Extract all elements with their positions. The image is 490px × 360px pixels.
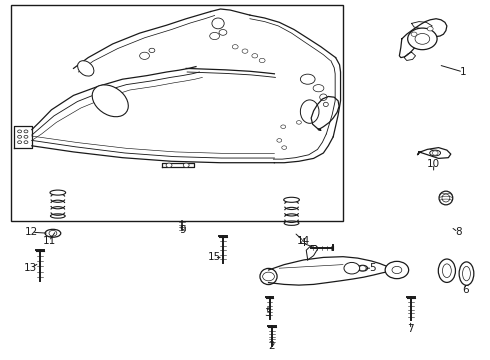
Circle shape	[166, 163, 172, 167]
Circle shape	[282, 146, 287, 149]
Circle shape	[210, 32, 220, 40]
Text: 12: 12	[25, 227, 39, 237]
Circle shape	[385, 261, 409, 279]
Circle shape	[263, 272, 274, 281]
Circle shape	[252, 54, 258, 58]
Circle shape	[24, 141, 28, 144]
Circle shape	[140, 52, 149, 59]
Circle shape	[49, 230, 57, 236]
Ellipse shape	[260, 269, 277, 284]
Text: 1: 1	[460, 67, 466, 77]
Ellipse shape	[323, 102, 328, 107]
Circle shape	[232, 45, 238, 49]
Ellipse shape	[439, 191, 453, 205]
Circle shape	[408, 28, 437, 50]
Circle shape	[183, 163, 189, 167]
Text: 2: 2	[269, 341, 275, 351]
Ellipse shape	[442, 264, 451, 278]
Text: 4: 4	[299, 238, 306, 248]
Circle shape	[149, 48, 155, 53]
Text: 15: 15	[208, 252, 221, 262]
Ellipse shape	[459, 262, 474, 285]
Ellipse shape	[284, 221, 299, 225]
Text: 5: 5	[369, 263, 376, 273]
Circle shape	[24, 130, 28, 133]
Circle shape	[411, 32, 417, 36]
Text: 13: 13	[24, 263, 38, 273]
Text: 6: 6	[462, 285, 469, 295]
Circle shape	[415, 33, 430, 44]
Text: 7: 7	[407, 324, 414, 334]
Circle shape	[296, 121, 301, 124]
Ellipse shape	[77, 61, 94, 76]
Ellipse shape	[439, 259, 456, 282]
Circle shape	[432, 151, 438, 155]
Text: 11: 11	[42, 236, 56, 246]
Circle shape	[359, 266, 366, 271]
Ellipse shape	[300, 100, 319, 123]
Ellipse shape	[300, 74, 315, 84]
Text: 9: 9	[179, 225, 186, 235]
Ellipse shape	[313, 85, 324, 92]
Text: 10: 10	[427, 159, 440, 169]
Ellipse shape	[45, 229, 61, 237]
Ellipse shape	[463, 266, 470, 281]
Circle shape	[277, 139, 282, 142]
Circle shape	[242, 49, 248, 53]
Ellipse shape	[442, 194, 450, 202]
Text: 14: 14	[297, 236, 311, 246]
Circle shape	[259, 58, 265, 63]
Circle shape	[18, 135, 22, 138]
Circle shape	[24, 135, 28, 138]
Circle shape	[18, 141, 22, 144]
Ellipse shape	[50, 190, 66, 195]
Circle shape	[18, 130, 22, 133]
Ellipse shape	[284, 197, 299, 202]
Text: 8: 8	[455, 227, 462, 237]
Ellipse shape	[92, 85, 128, 117]
Ellipse shape	[212, 18, 224, 29]
Ellipse shape	[319, 94, 327, 100]
Ellipse shape	[50, 214, 65, 218]
Ellipse shape	[358, 265, 368, 271]
Circle shape	[392, 266, 402, 274]
Circle shape	[219, 30, 227, 35]
Circle shape	[344, 262, 360, 274]
Circle shape	[427, 27, 433, 31]
Circle shape	[281, 125, 286, 129]
Bar	[11, 5, 343, 221]
Text: 3: 3	[264, 308, 270, 318]
Ellipse shape	[430, 150, 441, 156]
